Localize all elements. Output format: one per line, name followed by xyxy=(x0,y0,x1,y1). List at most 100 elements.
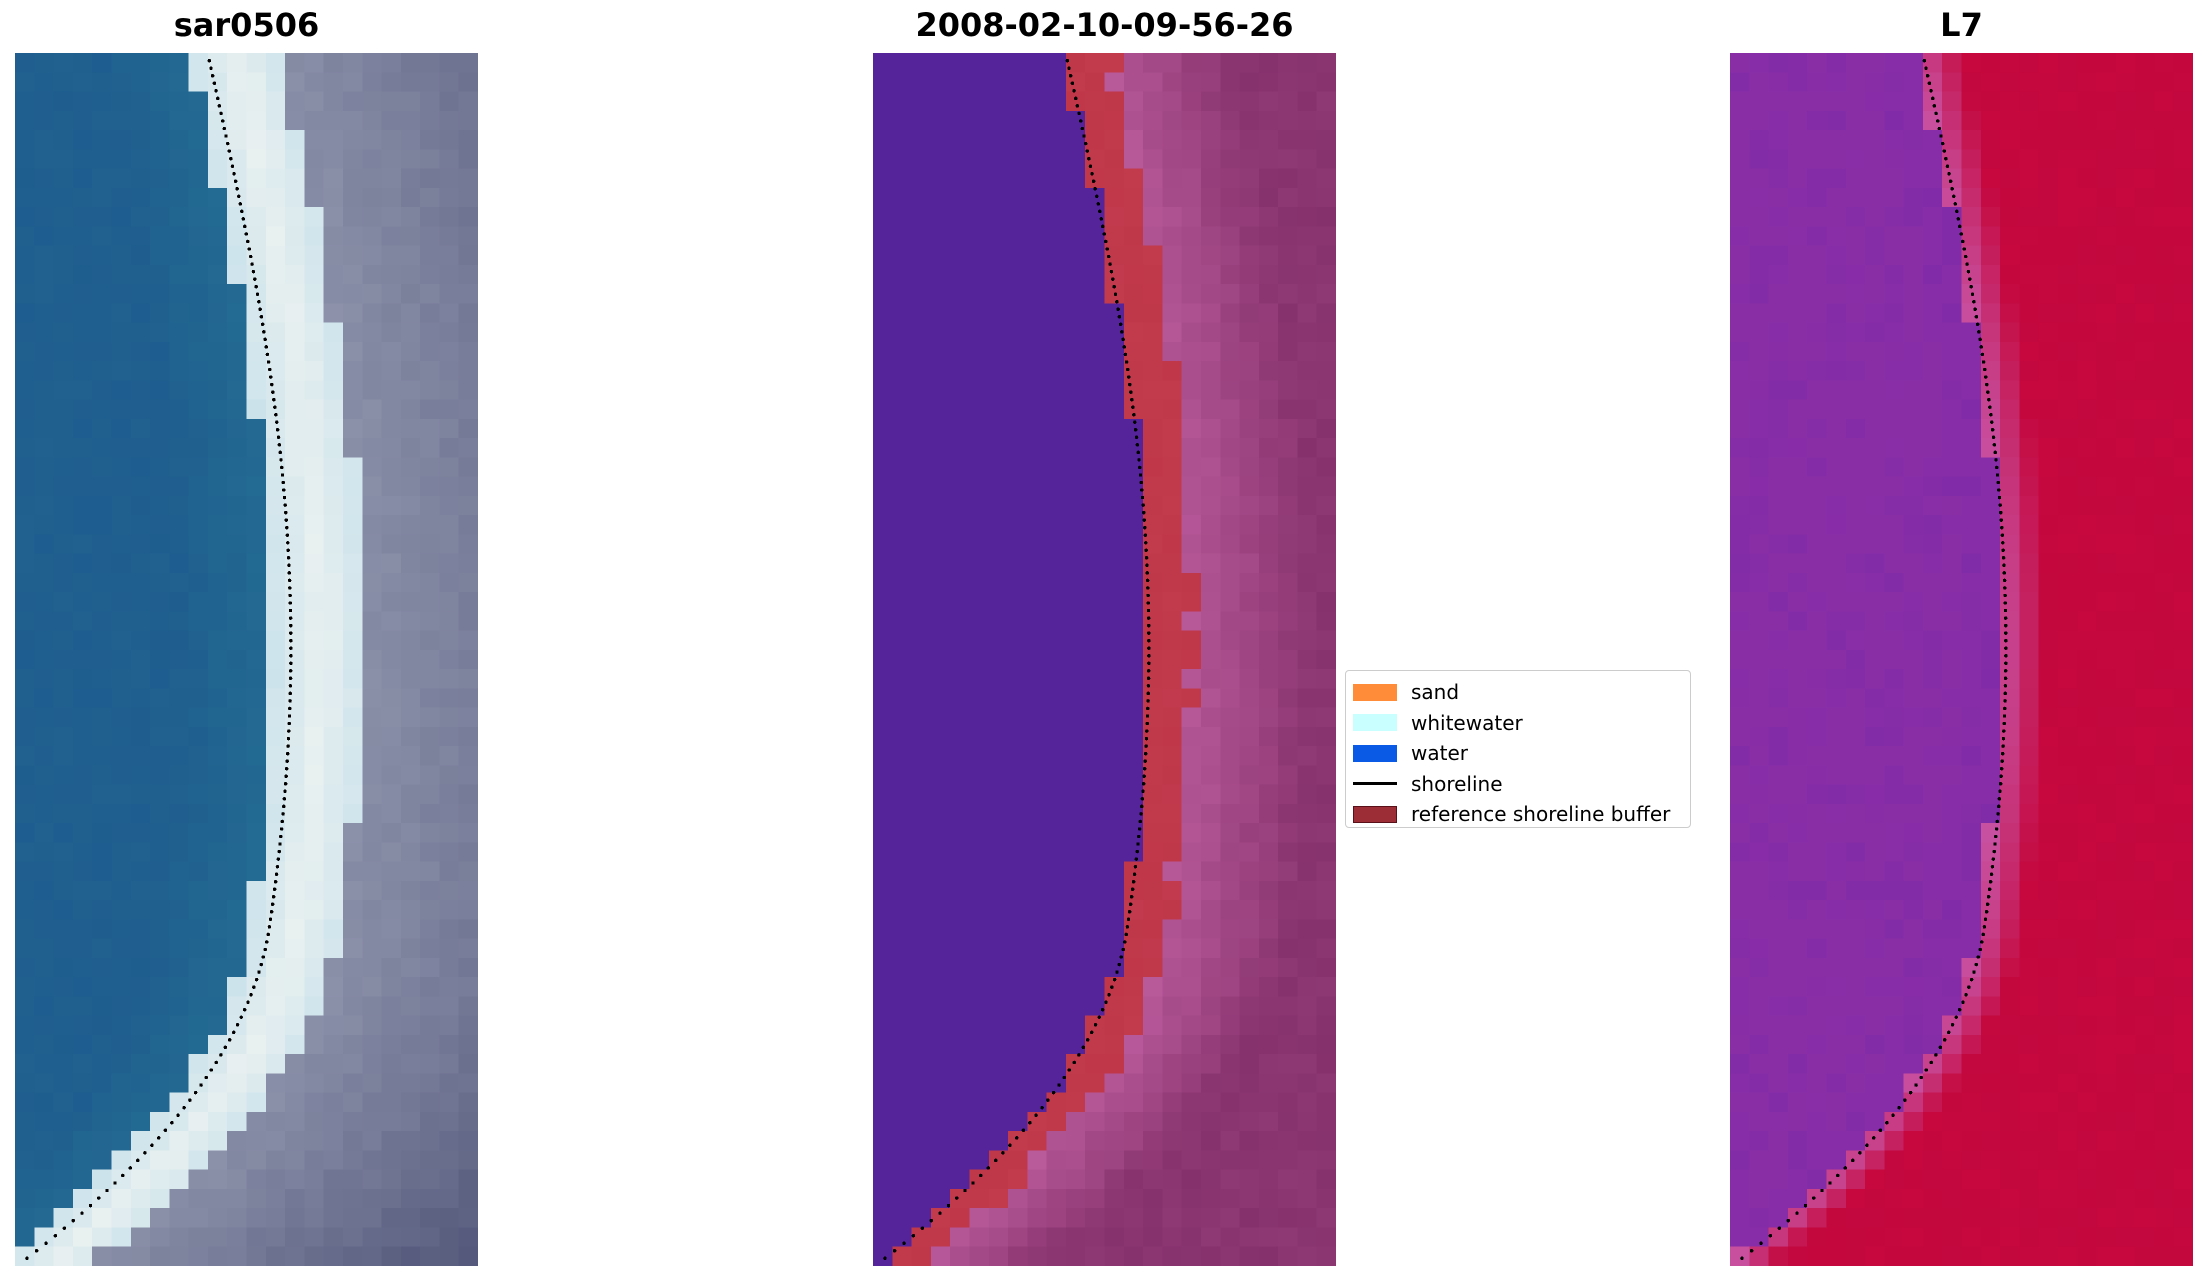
shoreline-dots xyxy=(289,631,293,635)
index-pixel xyxy=(2038,746,2059,766)
rgb-pixel xyxy=(188,746,209,766)
index-pixel xyxy=(1845,534,1866,554)
rgb-pixel xyxy=(188,515,209,535)
shoreline-dots xyxy=(1981,360,1986,364)
classified-pixel xyxy=(892,418,912,439)
index-pixel xyxy=(2096,1015,2117,1036)
index-pixel xyxy=(2154,341,2175,362)
shoreline-dots xyxy=(1131,405,1135,409)
rgb-pixel xyxy=(362,457,382,477)
rgb-pixel xyxy=(323,1034,344,1055)
classified-pixel xyxy=(1085,284,1105,304)
rgb-pixel xyxy=(246,1208,267,1228)
classified-pixel xyxy=(1278,553,1298,574)
index-pixel xyxy=(1922,1188,1943,1209)
rgb-pixel xyxy=(362,380,382,400)
index-pixel xyxy=(1922,515,1943,535)
rgb-pixel xyxy=(150,91,170,112)
classified-pixel xyxy=(1162,341,1183,362)
classified-pixel xyxy=(1027,91,1048,112)
shoreline-dots xyxy=(1144,744,1148,748)
rgb-pixel xyxy=(381,130,402,150)
classified-pixel xyxy=(1200,207,1221,227)
rgb-pixel xyxy=(400,1188,421,1209)
rgb-pixel xyxy=(381,880,402,901)
classified-pixel xyxy=(873,1131,893,1151)
rgb-pixel xyxy=(34,1169,54,1190)
rgb-pixel xyxy=(342,707,363,728)
index-pixel xyxy=(2000,1227,2020,1248)
rgb-pixel xyxy=(15,149,35,169)
shoreline-dots xyxy=(1089,1030,1094,1035)
rgb-pixel xyxy=(130,1054,151,1074)
index-pixel xyxy=(2115,130,2136,150)
classified-pixel xyxy=(1297,476,1318,497)
classified-pixel xyxy=(892,669,912,689)
index-pixel xyxy=(1922,207,1943,227)
index-pixel xyxy=(1845,438,1866,458)
rgb-pixel xyxy=(439,515,460,535)
rgb-pixel xyxy=(169,592,190,612)
classified-pixel xyxy=(988,110,1009,131)
rgb-pixel xyxy=(381,534,402,554)
rgb-pixel xyxy=(323,977,344,997)
shoreline-dots xyxy=(2003,586,2007,590)
classified-pixel xyxy=(873,1073,893,1094)
index-pixel xyxy=(1980,1054,2001,1074)
rgb-pixel xyxy=(304,110,325,131)
classified-pixel xyxy=(950,264,970,285)
index-pixel xyxy=(1749,245,1769,266)
rgb-pixel xyxy=(458,72,478,92)
classified-pixel xyxy=(1181,457,1202,477)
index-pixel xyxy=(1787,1227,1808,1248)
classified-pixel xyxy=(1008,1208,1028,1228)
index-pixel xyxy=(2038,553,2059,574)
index-pixel xyxy=(2077,72,2097,92)
classified-pixel xyxy=(1027,418,1048,439)
shoreline-dots xyxy=(1950,187,1954,191)
rgb-pixel xyxy=(188,380,209,400)
index-pixel xyxy=(1922,245,1943,266)
index-pixel xyxy=(1768,1188,1789,1209)
index-pixel xyxy=(1942,72,1962,92)
shoreline-dots xyxy=(1132,412,1136,417)
index-pixel xyxy=(1903,572,1924,593)
classified-pixel xyxy=(1239,726,1260,747)
classified-pixel xyxy=(1239,957,1260,978)
classified-pixel xyxy=(1297,1208,1318,1228)
index-pixel xyxy=(1865,1246,1885,1266)
classified-pixel xyxy=(1200,977,1221,997)
shoreline-dots xyxy=(44,1241,48,1245)
index-pixel xyxy=(1787,765,1808,786)
rgb-pixel xyxy=(53,207,74,227)
index-pixel xyxy=(1826,341,1847,362)
rgb-pixel xyxy=(265,1169,286,1190)
index-pixel xyxy=(1787,592,1808,612)
rgb-pixel xyxy=(323,438,344,458)
index-pixel xyxy=(1807,399,1827,420)
classified-pixel xyxy=(1200,187,1221,208)
classified-pixel xyxy=(1027,861,1048,882)
shoreline-dots xyxy=(143,1151,147,1155)
classified-pixel xyxy=(1278,669,1298,689)
rgb-pixel xyxy=(34,418,54,439)
classified-pixel xyxy=(1220,1111,1240,1132)
rgb-pixel xyxy=(72,72,93,92)
index-pixel xyxy=(1807,996,1827,1017)
rgb-pixel xyxy=(150,110,170,131)
rgb-pixel xyxy=(111,303,132,323)
index-pixel xyxy=(1865,1169,1885,1190)
classified-pixel xyxy=(1008,476,1028,497)
index-pixel xyxy=(2057,534,2078,554)
rgb-pixel xyxy=(72,1092,93,1113)
classified-pixel xyxy=(969,880,990,901)
classified-pixel xyxy=(1008,1227,1028,1248)
classified-pixel xyxy=(1200,226,1221,246)
index-pixel xyxy=(2173,880,2193,901)
rgb-pixel xyxy=(130,341,151,362)
index-pixel xyxy=(2115,900,2136,920)
rgb-pixel xyxy=(285,1054,305,1074)
index-pixel xyxy=(2135,726,2155,747)
rgb-pixel xyxy=(72,823,93,843)
classified-pixel xyxy=(911,592,932,612)
